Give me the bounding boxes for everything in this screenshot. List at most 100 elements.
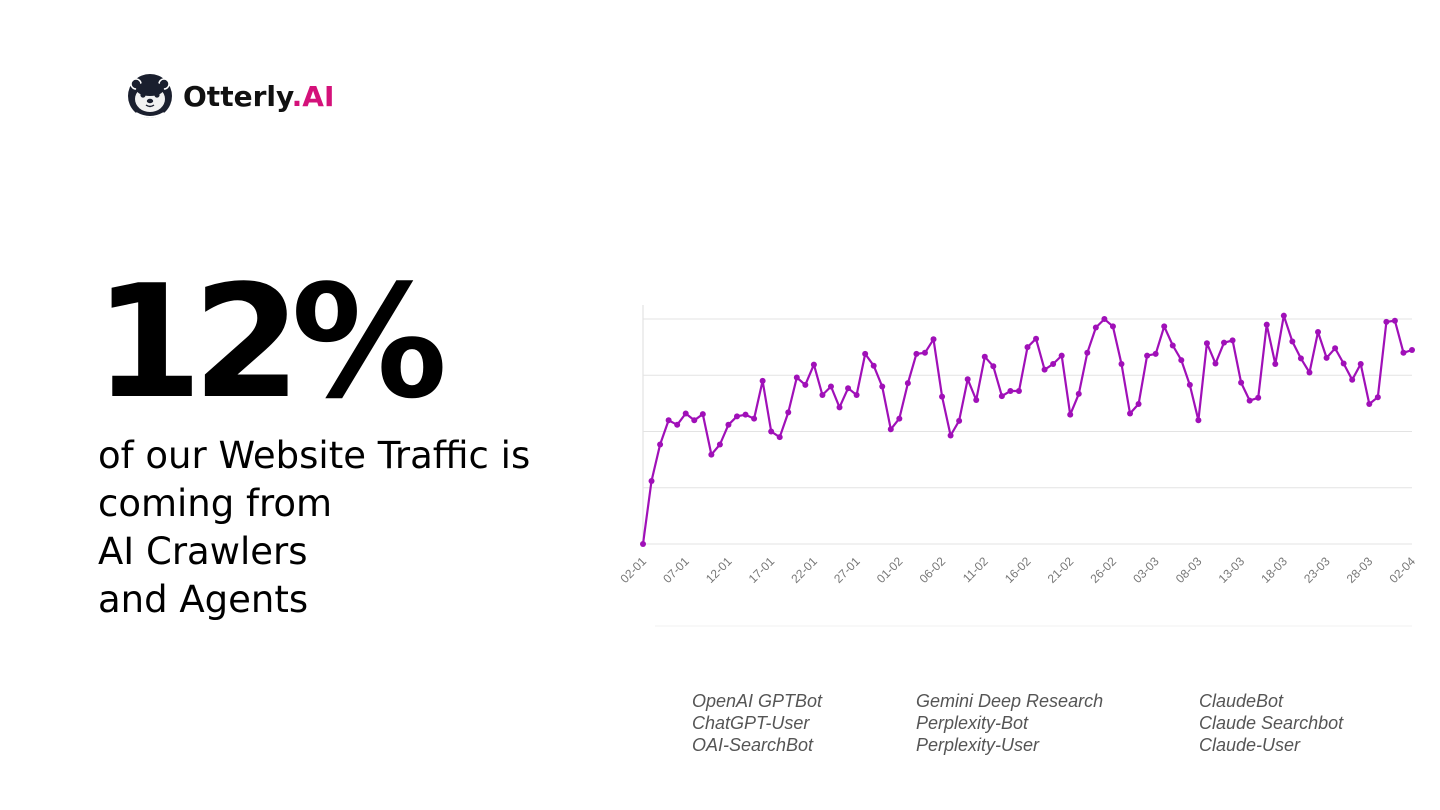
- headline-line: coming from: [98, 482, 333, 525]
- legend-column: ClaudeBot Claude Searchbot Claude-User: [1199, 690, 1343, 756]
- chart-data-point: [1033, 335, 1040, 342]
- chart-data-point: [1127, 410, 1134, 417]
- legend-item: Gemini Deep Research: [916, 691, 1104, 711]
- chart-data-point: [1195, 417, 1202, 424]
- chart-data-point: [1186, 381, 1193, 388]
- logo-ai-text: .AI: [291, 79, 335, 113]
- chart-data-point: [1101, 316, 1108, 323]
- chart-data-point: [1374, 394, 1381, 401]
- chart-data-point: [939, 393, 946, 400]
- chart-data-point: [1229, 337, 1236, 344]
- logo: Otterly.AI: [127, 73, 334, 119]
- chart-data-point: [793, 374, 800, 381]
- chart-data-point: [657, 441, 664, 448]
- chart-x-tick-label: 02-01: [618, 554, 650, 586]
- chart-data-point: [1161, 323, 1168, 330]
- chart-x-tick-label: 21-02: [1045, 554, 1077, 586]
- chart-data-point: [708, 451, 715, 458]
- chart-data-point: [1067, 411, 1074, 418]
- legend-item: Perplexity-User: [916, 735, 1040, 755]
- chart-data-point: [990, 363, 997, 370]
- chart-data-point: [725, 421, 732, 428]
- chart-data-point: [742, 411, 749, 418]
- chart-x-tick-label: 06-02: [917, 554, 949, 586]
- legend-item: Claude Searchbot: [1199, 713, 1344, 733]
- chart-x-tick-label: 17-01: [746, 554, 778, 586]
- legend-column: OpenAI GPTBot ChatGPT-User OAI-SearchBot: [692, 690, 822, 756]
- chart-x-tick-label: 03-03: [1130, 554, 1162, 586]
- chart-data-point: [964, 376, 971, 383]
- chart-data-point: [1340, 360, 1347, 367]
- chart-data-point: [1391, 317, 1398, 324]
- chart-data-point: [904, 380, 911, 387]
- chart-data-point: [1178, 357, 1185, 364]
- chart-data-point: [1084, 349, 1091, 356]
- headline: of our Website Traffic is coming from AI…: [98, 432, 530, 624]
- chart-data-point: [1050, 361, 1057, 368]
- chart-data-point: [1366, 400, 1373, 407]
- chart-data-point: [913, 350, 920, 357]
- legend-item: Perplexity-Bot: [916, 713, 1029, 733]
- chart-data-point: [1306, 369, 1313, 376]
- chart-data-point: [768, 428, 775, 435]
- chart-data-point: [1092, 324, 1099, 331]
- chart-x-tick-label: 26-02: [1087, 554, 1119, 586]
- chart-data-point: [845, 385, 852, 392]
- chart-x-tick-label: 12-01: [703, 554, 735, 586]
- chart-x-tick-label: 23-03: [1301, 554, 1333, 586]
- chart-data-point: [870, 362, 877, 369]
- chart-data-point: [1221, 339, 1228, 346]
- legend-item: OAI-SearchBot: [692, 735, 814, 755]
- chart-data-point: [1118, 361, 1125, 368]
- chart-x-tick-label: 07-01: [660, 554, 692, 586]
- chart-data-point: [836, 404, 843, 411]
- chart-x-tick-label: 08-03: [1173, 554, 1205, 586]
- chart-data-point: [1323, 354, 1330, 361]
- chart-data-point: [1332, 345, 1339, 352]
- chart-data-point: [827, 383, 834, 390]
- chart-data-point: [1357, 361, 1364, 368]
- chart-data-point: [1246, 397, 1253, 404]
- chart-data-point: [930, 336, 937, 343]
- chart-data-point: [1238, 379, 1245, 386]
- chart-x-tick-label: 28-03: [1344, 554, 1376, 586]
- chart-x-tick-label: 13-03: [1216, 554, 1248, 586]
- chart-data-point: [648, 478, 655, 485]
- chart-data-point: [1075, 390, 1082, 397]
- legend-item: ClaudeBot: [1199, 691, 1284, 711]
- chart-x-tick-label: 01-02: [874, 554, 906, 586]
- chart-x-tick-label: 27-01: [831, 554, 863, 586]
- chart-data-point: [1041, 366, 1048, 373]
- chart-data-point: [716, 441, 723, 448]
- chart-data-point: [785, 409, 792, 416]
- chart-x-tick-label: 22-01: [788, 554, 820, 586]
- chart-data-point: [887, 426, 894, 433]
- chart-data-point: [759, 377, 766, 384]
- chart-data-point: [1152, 350, 1159, 357]
- chart-data-point: [1263, 321, 1270, 328]
- chart-data-point: [1015, 388, 1022, 395]
- legend-column: Gemini Deep Research Perplexity-Bot Perp…: [916, 690, 1103, 756]
- chart-data-point: [1255, 394, 1262, 401]
- chart-data-point: [862, 350, 869, 357]
- chart-data-point: [1272, 361, 1279, 368]
- chart-data-point: [776, 434, 783, 441]
- chart-data-point: [879, 383, 886, 390]
- logo-wordmark: Otterly.AI: [183, 80, 334, 113]
- chart-data-point: [640, 541, 646, 547]
- chart-data-point: [1007, 388, 1014, 395]
- chart-data-point: [802, 381, 809, 388]
- traffic-line-chart: 02-01 07-01 12-01 17-01 22-01 27-01 01-02 06-02…: [618, 305, 1418, 627]
- headline-line: AI Crawlers: [98, 530, 308, 573]
- chart-data-point: [921, 349, 928, 356]
- legend-item: ChatGPT-User: [692, 713, 810, 733]
- chart-data-point: [810, 361, 817, 368]
- chart-data-point: [1280, 312, 1287, 319]
- chart-data-point: [973, 397, 980, 404]
- chart-data-point: [1297, 355, 1304, 362]
- chart-data-point: [1203, 340, 1210, 347]
- chart-data-point: [1409, 346, 1415, 353]
- chart-data-point: [751, 415, 758, 422]
- headline-line: and Agents: [98, 578, 309, 621]
- chart-data-point: [853, 391, 860, 398]
